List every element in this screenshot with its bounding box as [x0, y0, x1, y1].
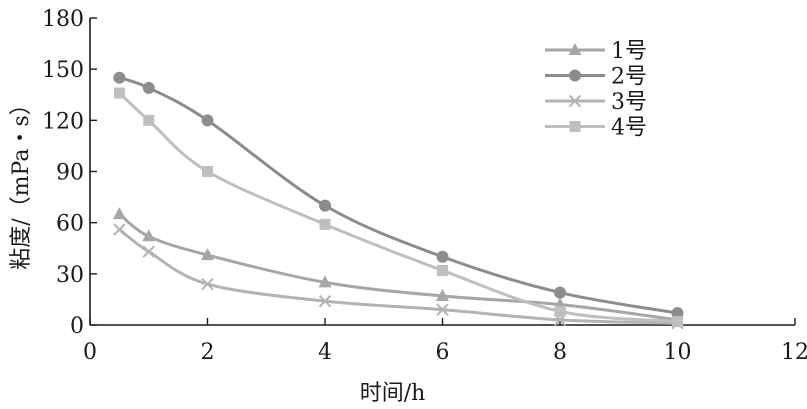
legend-item: 4号 — [545, 116, 647, 141]
y-tick-label: 60 — [56, 212, 84, 237]
data-point-cross — [142, 245, 155, 258]
data-point-circle — [319, 199, 331, 212]
data-point-circle — [554, 286, 566, 299]
series-layer — [112, 71, 684, 330]
data-point-square — [202, 166, 213, 177]
legend-item: 1号 — [545, 39, 647, 64]
legend-marker — [568, 43, 582, 55]
y-tick-label: 150 — [42, 58, 84, 83]
data-point-triangle — [436, 289, 449, 302]
x-tick-label: 4 — [318, 340, 332, 365]
series-line — [118, 212, 678, 322]
legend-marker — [568, 94, 582, 108]
data-point-square — [672, 316, 683, 328]
legend-label: 2号 — [611, 65, 647, 90]
data-point-cross — [436, 303, 449, 316]
x-tick-label: 8 — [553, 340, 567, 365]
legend-marker — [569, 121, 581, 132]
data-point-cross — [201, 277, 214, 291]
legend-item: 2号 — [545, 65, 647, 90]
data-point-square — [437, 264, 448, 276]
data-point-triangle — [201, 248, 214, 261]
data-point-circle — [142, 81, 155, 94]
series-line — [118, 76, 678, 315]
data-point-square — [319, 218, 331, 230]
legend-marker — [569, 69, 581, 82]
y-tick-label: 180 — [42, 7, 84, 32]
data-point-square — [554, 305, 566, 317]
y-axis-title: 粘度/（mPa・s） — [9, 93, 34, 270]
y-tick-label: 30 — [56, 263, 84, 288]
data-point-square — [113, 87, 125, 99]
x-tick-label: 10 — [664, 340, 692, 365]
legend-label: 3号 — [611, 90, 647, 115]
data-point-circle — [671, 307, 684, 320]
legend-label: 1号 — [611, 39, 647, 64]
x-axis-title: 时间/h — [360, 381, 426, 406]
x-tick-label: 0 — [83, 340, 97, 365]
data-point-cross — [318, 294, 332, 308]
series-2 — [113, 71, 684, 320]
data-point-circle — [436, 250, 449, 263]
y-tick-label: 90 — [56, 161, 84, 186]
data-point-triangle — [142, 229, 156, 242]
data-point-triangle — [112, 207, 126, 220]
series-4 — [113, 87, 683, 328]
legend-item: 3号 — [545, 90, 647, 115]
x-tick-label: 6 — [436, 340, 450, 365]
legend-label: 4号 — [611, 116, 647, 141]
y-tick-label: 120 — [42, 109, 84, 134]
data-point-circle — [113, 71, 126, 84]
data-point-triangle — [318, 275, 332, 288]
x-tick-label: 2 — [201, 340, 215, 365]
data-point-square — [143, 114, 155, 126]
data-point-cross — [113, 223, 126, 236]
x-tick-label: 12 — [781, 340, 807, 365]
data-point-circle — [201, 114, 214, 127]
y-tick-label: 0 — [70, 314, 84, 339]
